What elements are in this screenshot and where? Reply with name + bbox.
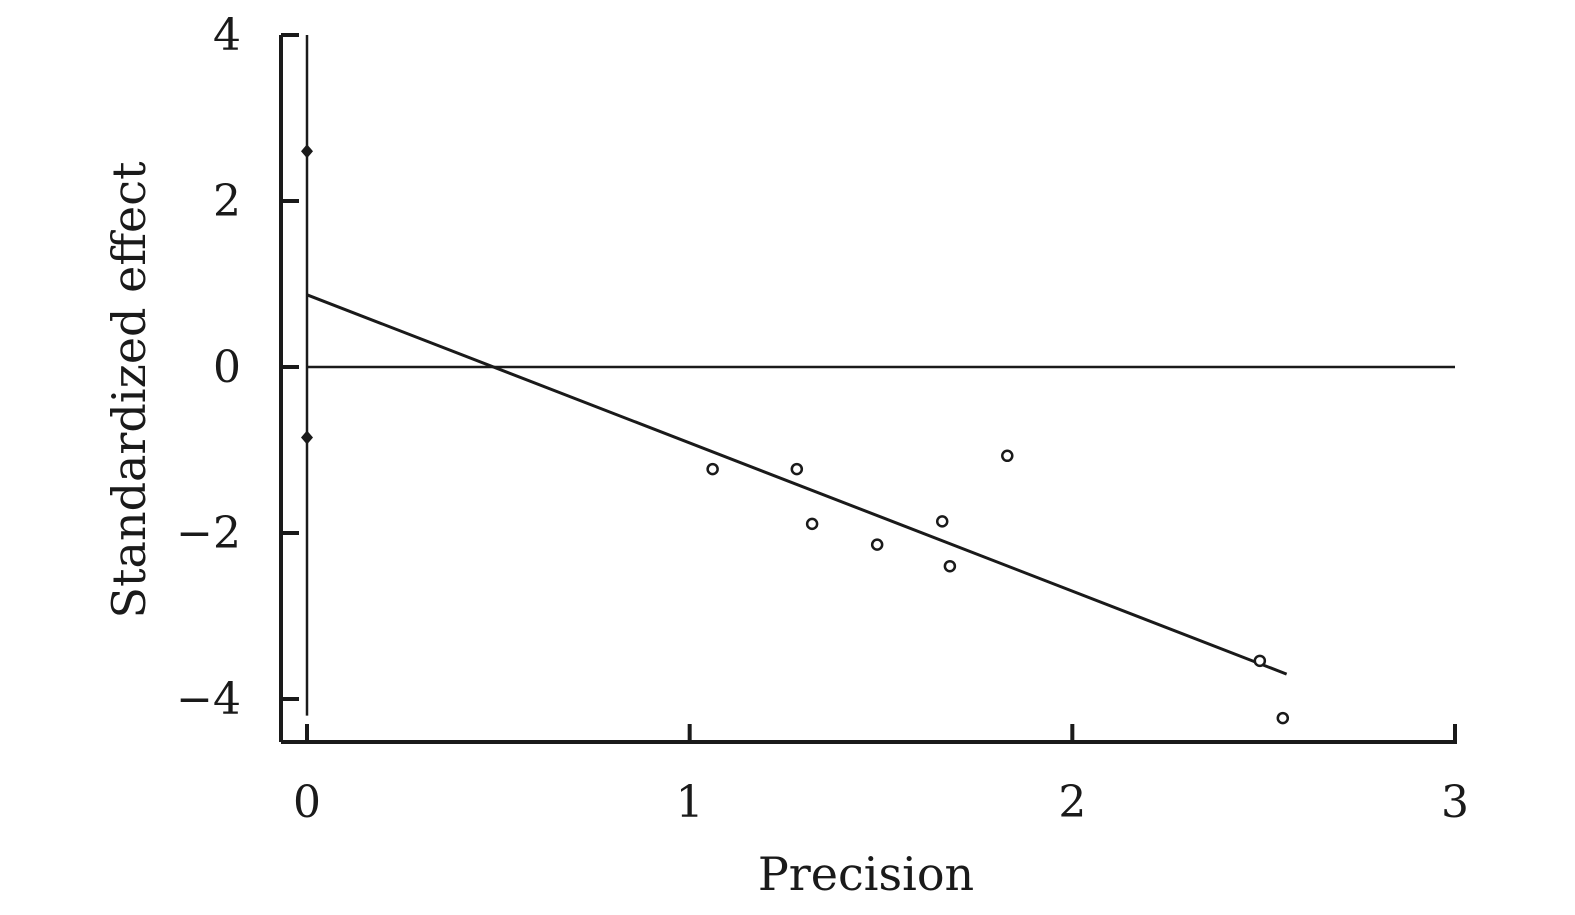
x-tick-label: 3: [1441, 777, 1469, 828]
x-tick-label: 2: [1058, 777, 1086, 828]
y-tick-label: 0: [213, 342, 241, 393]
data-point: [1276, 711, 1290, 725]
y-tick-label: −2: [176, 508, 241, 559]
regression-line: [306, 293, 1288, 676]
data-point: [870, 538, 884, 551]
ci-upper-marker: [301, 144, 313, 159]
y-tick-label: 4: [213, 10, 241, 61]
data-point: [805, 517, 819, 531]
data-point: [1001, 449, 1014, 463]
y-axis-title: Standardized effect: [102, 161, 156, 618]
y-tick-label: 2: [213, 176, 241, 227]
plot-lines: [305, 35, 1455, 716]
data-points: [301, 144, 1290, 725]
data-point: [1253, 654, 1267, 668]
ci-lower-marker: [301, 430, 313, 445]
data-point: [943, 559, 957, 573]
data-point: [935, 515, 949, 528]
data-point: [706, 462, 719, 476]
x-tick-label: 0: [293, 777, 321, 828]
y-tick-label: −4: [176, 674, 241, 725]
x-tick-label: 1: [676, 777, 704, 828]
tick-labels: 4 2 0 −2 −4 0 1 2 3: [176, 10, 1469, 828]
axes: [279, 33, 1457, 744]
data-point: [790, 462, 804, 476]
x-axis-title: Precision: [758, 847, 974, 901]
